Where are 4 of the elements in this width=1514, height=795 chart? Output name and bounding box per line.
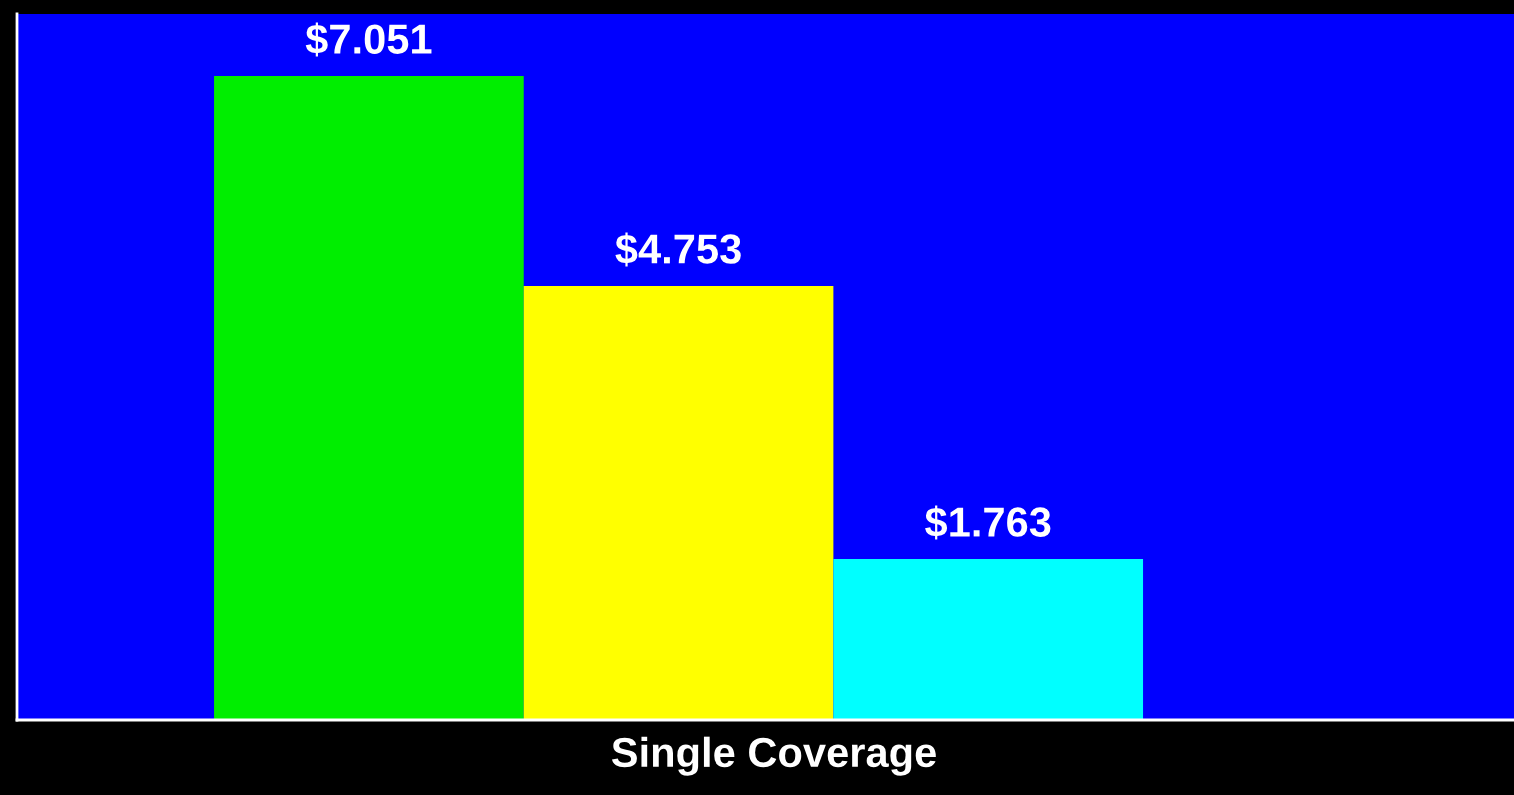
data-label: $7.051 — [305, 22, 432, 57]
data-label: $1.763 — [925, 505, 1051, 540]
data-label: $4.753 — [615, 232, 741, 267]
x-axis-title: Single Coverage — [611, 736, 936, 776]
